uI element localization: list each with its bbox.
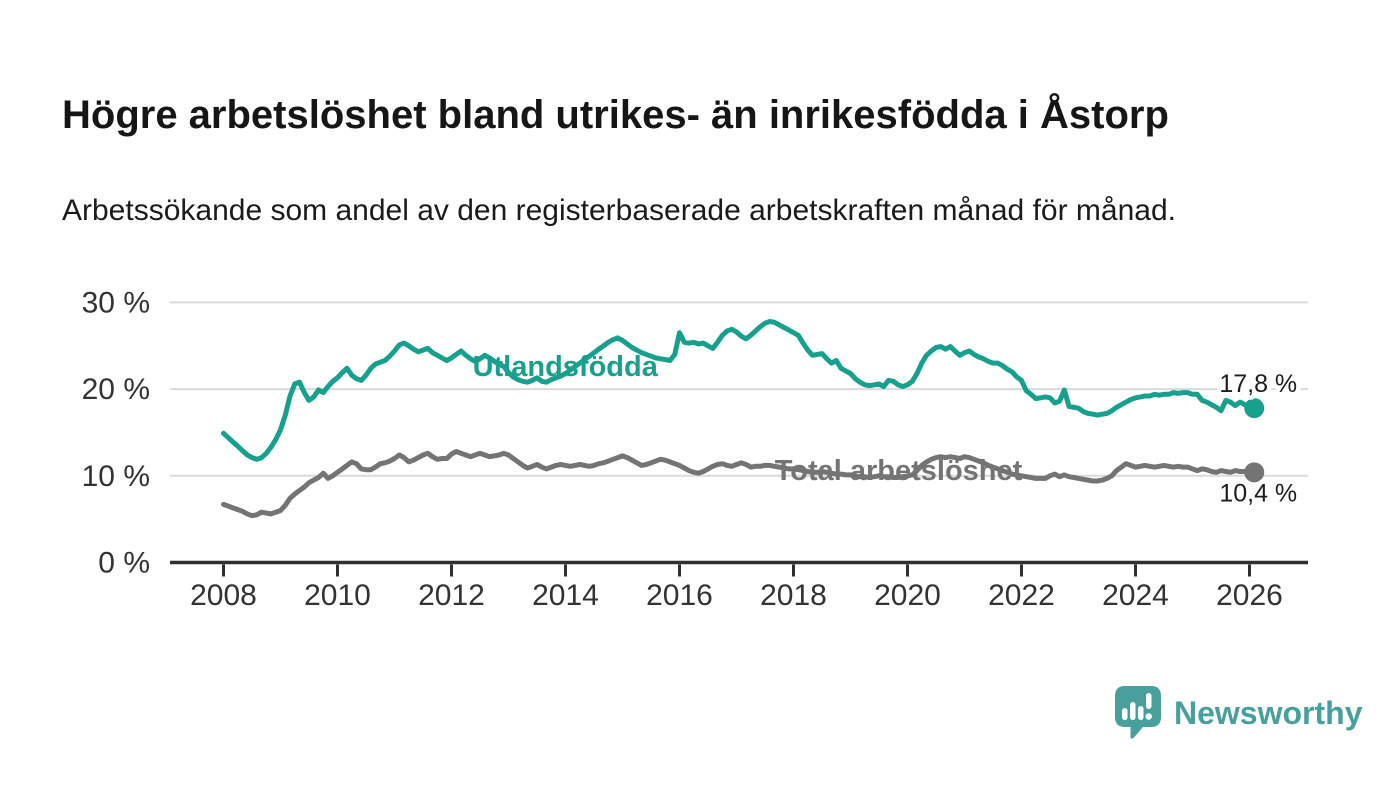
page-title: Högre arbetslöshet bland utrikes- än inr… [62, 92, 1169, 137]
newsworthy-logo-text: Newsworthy [1174, 694, 1363, 731]
series-line-utlandsf-dda [221, 319, 1257, 462]
chart-subtitle: Arbetssökande som andel av den registerb… [62, 194, 1176, 227]
series-label-total-arbetsl-shet: Total arbetslöshet [775, 455, 1023, 487]
logo-bar-3 [1138, 705, 1144, 720]
y-axis-label-30: 30 % [82, 286, 150, 319]
logo-exclamation-bar [1146, 692, 1152, 709]
logo-bar-2 [1130, 701, 1136, 720]
y-axis-label-10: 10 % [82, 460, 150, 493]
x-axis-label-2016: 2016 [646, 579, 713, 612]
x-axis-label-2018: 2018 [760, 579, 827, 612]
x-axis-label-2024: 2024 [1102, 579, 1169, 612]
x-axis-label-2014: 2014 [532, 579, 599, 612]
x-axis-label-2008: 2008 [190, 579, 257, 612]
series-end-dot-utlandsf-dda [1244, 398, 1265, 419]
x-axis-label-2012: 2012 [418, 579, 485, 612]
newsworthy-logo-icon [1115, 685, 1161, 739]
series-end-dot-total-arbetsl-shet [1244, 462, 1265, 483]
x-axis-label-2022: 2022 [988, 579, 1055, 612]
x-axis-label-2026: 2026 [1216, 579, 1283, 612]
logo-bar-1 [1122, 707, 1128, 720]
y-axis-label-0: 0 % [98, 547, 150, 580]
x-axis-label-2010: 2010 [304, 579, 371, 612]
newsworthy-branding: Newsworthy [1114, 684, 1362, 742]
series-label-utlandsf-dda: Utlandsfödda [473, 351, 659, 383]
logo-exclamation-dot [1145, 712, 1152, 720]
value-label-total-arbetsl-shet: 10,4 % [1219, 479, 1297, 507]
x-axis-label-2020: 2020 [874, 579, 941, 612]
value-label-utlandsf-dda: 17,8 % [1219, 370, 1297, 398]
y-axis-label-20: 20 % [82, 373, 150, 406]
series-line-total-arbetsl-shet [221, 449, 1257, 519]
